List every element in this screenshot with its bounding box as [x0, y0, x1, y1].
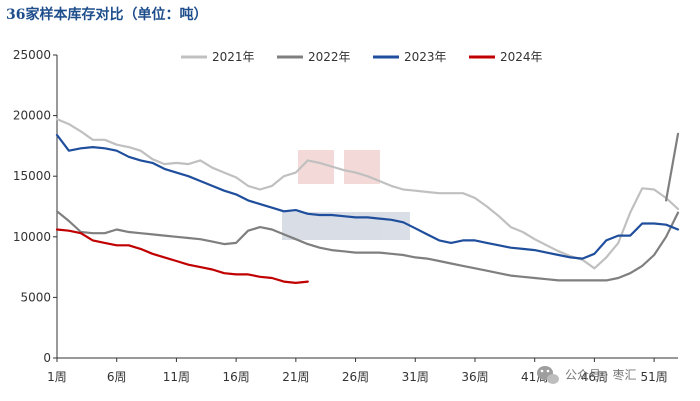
chart-title: 36家样本库存对比（单位：吨） — [6, 7, 208, 23]
x-tick-label: 16周 — [222, 370, 249, 384]
watermark-badge: 公众号 · 枣汇 — [537, 366, 636, 384]
series-line-2021 — [55, 118, 680, 270]
series-line-2024 — [55, 228, 309, 284]
series-line-2022 — [55, 210, 680, 282]
wechat-icon — [537, 366, 559, 384]
x-tick-label: 31周 — [402, 370, 429, 384]
y-tick-label: 10000 — [13, 230, 51, 244]
legend: 2021年 2022年 2023年 2024年 — [181, 50, 543, 64]
axes — [56, 55, 678, 359]
series-lines — [55, 118, 680, 284]
x-tick-label: 26周 — [342, 370, 369, 384]
y-tick-label: 25000 — [13, 48, 51, 62]
legend-label: 2022年 — [308, 50, 351, 64]
y-tick-label: 0 — [43, 351, 51, 365]
x-tick-label: 21周 — [282, 370, 309, 384]
x-tick-label: 46周 — [581, 370, 608, 384]
watermark-text: 公众号 · 枣汇 — [565, 368, 636, 382]
y-ticks: 0 5000 10000 15000 20000 25000 — [13, 48, 57, 365]
y-tick-label: 5000 — [20, 290, 51, 304]
y-tick-label: 15000 — [13, 169, 51, 183]
x-tick-label: 1周 — [47, 370, 67, 384]
x-tick-label: 6周 — [107, 370, 127, 384]
x-tick-label: 51周 — [640, 370, 667, 384]
mysteel-watermark — [282, 150, 410, 240]
y-tick-label: 20000 — [13, 109, 51, 123]
x-tick-label: 36周 — [461, 370, 488, 384]
series-line-2023 — [55, 133, 680, 260]
series-line- — [664, 132, 680, 202]
x-tick-label: 11周 — [163, 370, 190, 384]
legend-label: 2021年 — [212, 50, 255, 64]
legend-label: 2023年 — [404, 50, 447, 64]
legend-label: 2024年 — [500, 50, 543, 64]
